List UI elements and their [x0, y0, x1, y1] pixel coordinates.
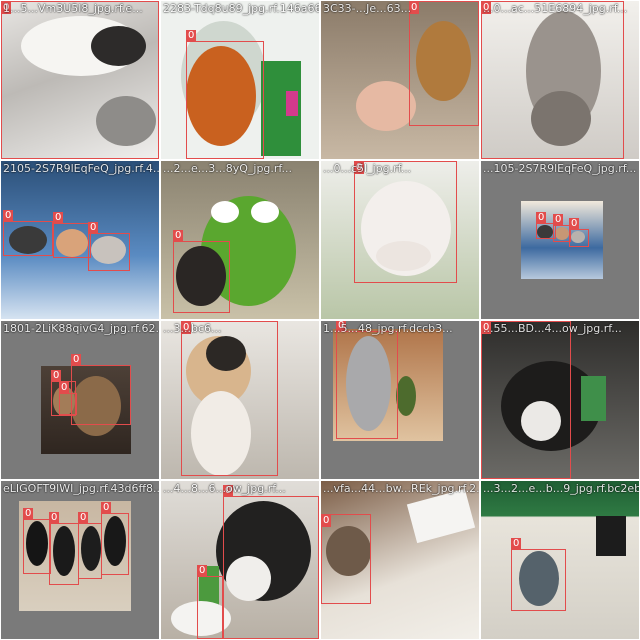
tile-filename: ...0...c5l_jpg.rf... — [323, 162, 412, 175]
class-label: 0 — [354, 162, 365, 174]
class-label: 0 — [569, 218, 580, 230]
class-label: 0 — [78, 512, 89, 524]
image-tile[interactable]: 0 1...5...48_jpg.rf.dccb3... — [321, 321, 479, 479]
class-label: 0 — [336, 321, 347, 332]
class-label: 0 — [59, 382, 70, 394]
class-label: 0 — [536, 212, 547, 224]
tile-filename: 1...5...48_jpg.rf.dccb3... — [323, 322, 453, 335]
class-label: 0 — [88, 222, 99, 234]
tile-filename: 1801-2LiK88qivG4_jpg.rf.62... — [3, 322, 159, 335]
tile-filename: 2283-Tdq8u89_jpg.rf.146a66bc... — [163, 2, 319, 15]
class-label: 0 — [49, 512, 60, 524]
image-tile[interactable]: 0 ...3...bc6... — [161, 321, 319, 479]
tile-filename: ...vfa...44...bw...REk_jpg.rf.2... — [323, 482, 479, 495]
tile-filename: ...55...BD...4...ow_jpg.rf... — [483, 322, 622, 335]
tile-filename: ...3...bc6... — [163, 322, 222, 335]
image-tile[interactable]: 0 3C33-...Je...63... — [321, 1, 479, 159]
image-tile[interactable]: 0 0 0 0 eLIGOFT9lWI_jpg.rf.43d6ff8... — [1, 481, 159, 639]
tile-filename: 1...5...Vm3U5l8_jpg.rf.e... — [3, 2, 143, 15]
image-tile[interactable]: 0 2283-Tdq8u89_jpg.rf.146a66bc... — [161, 1, 319, 159]
tile-filename: eLIGOFT9lWI_jpg.rf.43d6ff8... — [3, 482, 159, 495]
image-tile[interactable]: 0 0 0 ...105-2S7R9lEqFeQ_jpg.rf... — [481, 161, 639, 319]
class-label: 0 — [481, 2, 492, 14]
image-tile[interactable]: 0 ...vfa...44...bw...REk_jpg.rf.2... — [321, 481, 479, 639]
class-label: 0 — [3, 210, 14, 222]
class-label: 0 — [186, 30, 197, 42]
class-label: 0 — [197, 565, 208, 577]
class-label: 0 — [23, 508, 34, 520]
class-label: 0 — [553, 214, 564, 226]
tile-filename: ...105-2S7R9lEqFeQ_jpg.rf... — [483, 162, 637, 175]
image-tile[interactable]: 0 0 ...4...8...6...ow_jpg.rf... — [161, 481, 319, 639]
image-tile[interactable]: 0 ...2...e...3...8yQ_jpg.rf... — [161, 161, 319, 319]
image-tile[interactable]: 0 ...0...ac...51E6894_jpg.rf... — [481, 1, 639, 159]
tile-filename: 2105-2S7R9lEqFeQ_jpg.rf.4... — [3, 162, 159, 175]
class-label: 0 — [71, 354, 82, 366]
image-tile[interactable]: 0 1...5...Vm3U5l8_jpg.rf.e... — [1, 1, 159, 159]
class-label: 0 — [51, 370, 62, 382]
class-label: 0 — [181, 322, 192, 334]
class-label: 0 — [53, 212, 64, 224]
tile-filename: ...3...2...e...b...9_jpg.rf.bc2eb... — [483, 482, 639, 495]
class-label: 0 — [1, 2, 12, 14]
class-label: 0 — [409, 2, 420, 14]
image-tile[interactable]: 0 ...0...c5l_jpg.rf... — [321, 161, 479, 319]
tile-filename: ...4...8...6...ow_jpg.rf... — [163, 482, 286, 495]
class-label: 0 — [481, 322, 492, 334]
tile-filename: ...0...ac...51E6894_jpg.rf... — [483, 2, 628, 15]
class-label: 0 — [223, 485, 234, 497]
tile-filename: ...2...e...3...8yQ_jpg.rf... — [163, 162, 292, 175]
image-tile[interactable]: 0 ...55...BD...4...ow_jpg.rf... — [481, 321, 639, 479]
tile-filename: 3C33-...Je...63... — [323, 2, 412, 15]
image-tile[interactable]: 0 0 0 1801-2LiK88qivG4_jpg.rf.62... — [1, 321, 159, 479]
class-label: 0 — [321, 515, 332, 527]
class-label: 0 — [173, 230, 184, 242]
class-label: 0 — [101, 502, 112, 514]
class-label: 0 — [511, 538, 522, 550]
image-tile[interactable]: 0 0 0 2105-2S7R9lEqFeQ_jpg.rf.4... — [1, 161, 159, 319]
image-tile[interactable]: 0 ...3...2...e...b...9_jpg.rf.bc2eb... — [481, 481, 639, 639]
